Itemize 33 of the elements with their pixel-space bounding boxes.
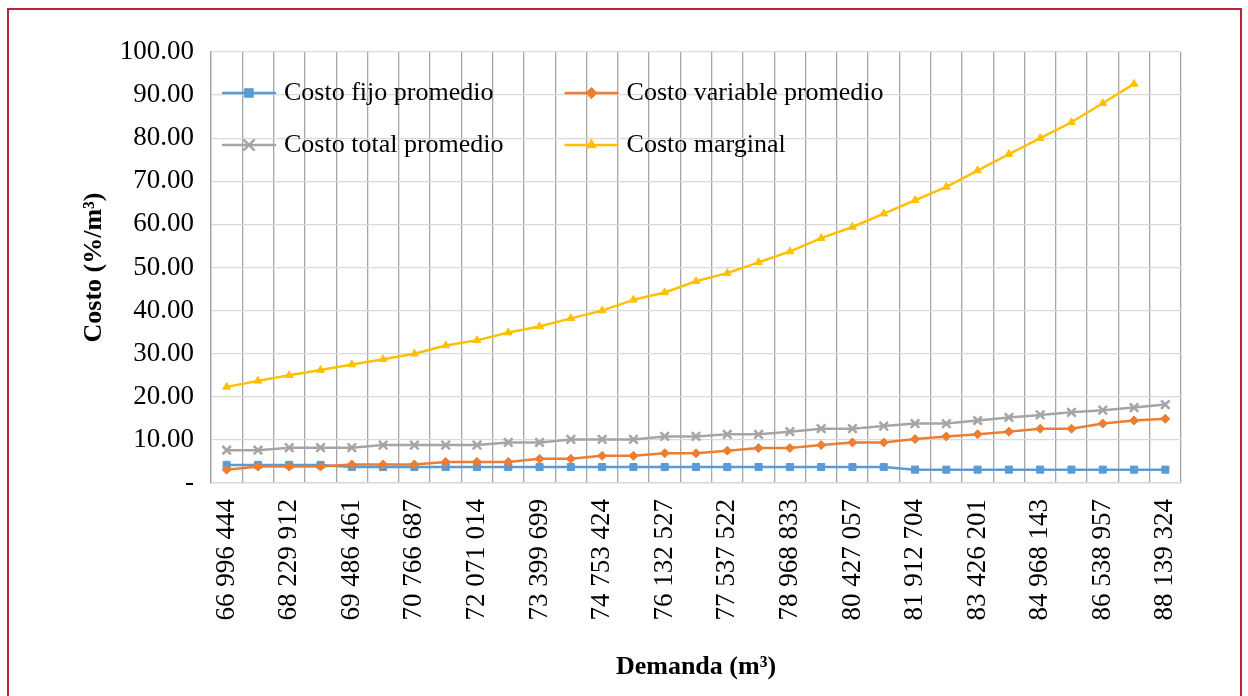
x-tick-label: 84 968 143 [1023,499,1054,621]
y-tick-label: - [185,466,194,497]
x-tick-label: 81 912 704 [898,498,929,621]
y-tick-label: 40.00 [133,293,194,324]
x-tick-label: 74 753 424 [585,498,616,621]
x-tick-label: 73 399 699 [522,499,553,621]
x-axis-title: Demanda (m³) [615,651,777,681]
y-tick-label: 60.00 [133,207,194,238]
legend-label: Costo fijo promedio [284,76,494,106]
x-tick-label: 88 139 324 [1148,498,1179,621]
x-tick-label: 69 486 461 [334,499,365,621]
legend-label: Costo variable promedio [626,76,884,106]
x-tick-label: 86 538 957 [1085,499,1116,621]
y-tick-label: 80.00 [133,121,194,152]
x-tick-label: 76 132 527 [647,499,678,621]
y-tick-label: 30.00 [133,336,194,367]
y-tick-label: 90.00 [133,78,194,109]
x-tick-label: 80 427 057 [835,499,866,621]
x-tick-label: 70 766 687 [397,499,428,621]
y-tick-label: 10.00 [133,422,194,453]
x-tick-label: 72 071 014 [460,498,491,621]
x-tick-label: 66 996 444 [209,498,240,621]
y-tick-label: 50.00 [133,250,194,281]
x-tick-label: 83 426 201 [960,499,991,621]
x-tick-label: 68 229 912 [272,499,303,621]
legend-label: Costo total promedio [284,128,504,158]
y-tick-label: 20.00 [133,379,194,410]
legend-label: Costo marginal [626,128,786,158]
x-tick-label: 78 968 833 [772,499,803,621]
y-axis-title: Costo (%/m³) [78,192,108,343]
x-tick-label: 77 537 522 [710,499,741,621]
y-tick-label: 100.00 [119,35,194,66]
y-tick-label: 70.00 [133,164,194,195]
